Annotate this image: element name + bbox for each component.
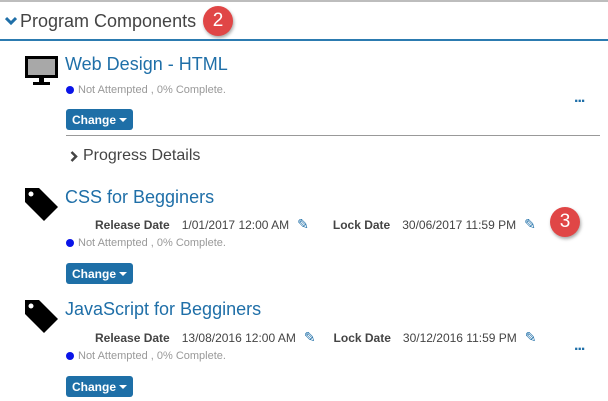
component-status: Not Attempted , 0% Complete. [66, 350, 226, 362]
release-date-value: 1/01/2017 12:00 AM [181, 217, 290, 232]
caret-down-icon [119, 271, 128, 276]
divider [66, 135, 600, 136]
more-options-button[interactable]: ... [574, 89, 585, 106]
change-button[interactable]: Change [66, 263, 134, 284]
top-border [0, 0, 608, 2]
lock-date-label: Lock Date [333, 330, 391, 345]
edit-lock-date-pencil-icon[interactable]: ✎ [524, 216, 536, 232]
component-title[interactable]: Web Design - HTML [65, 54, 228, 74]
progress-details-toggle[interactable]: Progress Details [70, 147, 200, 165]
dates-row: Release Date 1/01/2017 12:00 AM ✎ Lock D… [95, 216, 536, 233]
dates-row: Release Date 13/08/2016 12:00 AM ✎ Lock … [95, 329, 537, 346]
progress-details-label: Progress Details [83, 147, 201, 164]
lock-date-label: Lock Date [332, 217, 391, 232]
status-dot-icon [66, 352, 74, 360]
lock-date-value: 30/12/2016 11:59 PM [402, 330, 517, 345]
change-button[interactable]: Change [66, 109, 134, 130]
chevron-right-icon [70, 150, 78, 162]
change-label: Change [72, 379, 117, 394]
component-title[interactable]: CSS for Begginers [65, 187, 215, 207]
status-text: Not Attempted , 0% Complete. [78, 350, 226, 362]
lock-date-value: 30/06/2017 11:59 PM [402, 217, 517, 232]
status-dot-icon [66, 86, 74, 94]
step-badge: 3 [550, 207, 580, 237]
caret-down-icon [119, 117, 128, 122]
section-title: Program Components [20, 10, 197, 31]
monitor-icon [25, 56, 58, 85]
release-date-label: Release Date [95, 330, 170, 345]
more-options-button[interactable]: ... [574, 337, 585, 354]
release-date-label: Release Date [95, 217, 170, 232]
status-dot-icon [66, 239, 74, 247]
status-text: Not Attempted , 0% Complete. [78, 84, 226, 96]
change-label: Change [72, 112, 117, 127]
release-date-value: 13/08/2016 12:00 AM [181, 330, 296, 345]
header-divider [0, 39, 608, 41]
edit-release-date-pencil-icon[interactable]: ✎ [297, 216, 309, 232]
component-status: Not Attempted , 0% Complete. [66, 237, 226, 249]
chevron-down-icon [5, 16, 17, 26]
tag-icon [25, 188, 58, 221]
change-label: Change [72, 266, 117, 281]
change-button[interactable]: Change [66, 376, 134, 397]
component-status: Not Attempted , 0% Complete. [66, 84, 226, 96]
component-title[interactable]: JavaScript for Begginers [65, 299, 262, 319]
edit-release-date-pencil-icon[interactable]: ✎ [303, 329, 316, 345]
step-badge: 2 [203, 6, 234, 36]
tag-icon [25, 300, 58, 333]
section-header[interactable]: Program Components 2 [5, 6, 234, 36]
caret-down-icon [119, 384, 128, 389]
edit-lock-date-pencil-icon[interactable]: ✎ [524, 329, 537, 345]
status-text: Not Attempted , 0% Complete. [78, 237, 226, 249]
